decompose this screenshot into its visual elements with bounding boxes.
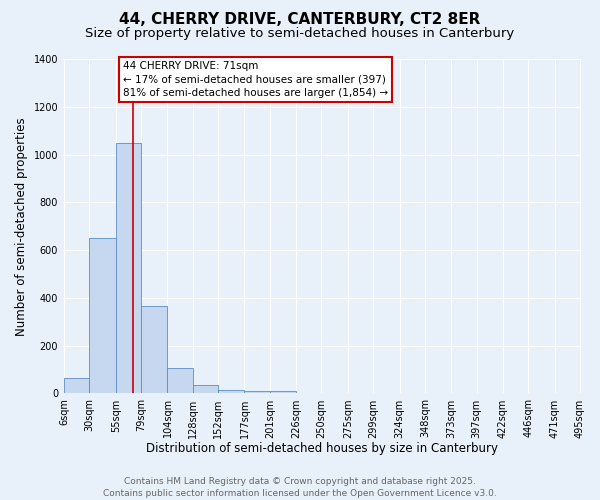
- Bar: [89, 238, 116, 394]
- Y-axis label: Number of semi-detached properties: Number of semi-detached properties: [15, 117, 28, 336]
- Bar: [64, 378, 89, 394]
- Bar: [218, 390, 244, 394]
- Text: 44 CHERRY DRIVE: 71sqm
← 17% of semi-detached houses are smaller (397)
81% of se: 44 CHERRY DRIVE: 71sqm ← 17% of semi-det…: [123, 62, 388, 98]
- X-axis label: Distribution of semi-detached houses by size in Canterbury: Distribution of semi-detached houses by …: [146, 442, 498, 455]
- Bar: [141, 306, 167, 394]
- Bar: [244, 391, 270, 394]
- Text: 44, CHERRY DRIVE, CANTERBURY, CT2 8ER: 44, CHERRY DRIVE, CANTERBURY, CT2 8ER: [119, 12, 481, 28]
- Text: Size of property relative to semi-detached houses in Canterbury: Size of property relative to semi-detach…: [85, 28, 515, 40]
- Bar: [193, 385, 218, 394]
- Text: Contains HM Land Registry data © Crown copyright and database right 2025.
Contai: Contains HM Land Registry data © Crown c…: [103, 476, 497, 498]
- Bar: [167, 368, 193, 394]
- Bar: [116, 142, 141, 394]
- Bar: [270, 391, 296, 394]
